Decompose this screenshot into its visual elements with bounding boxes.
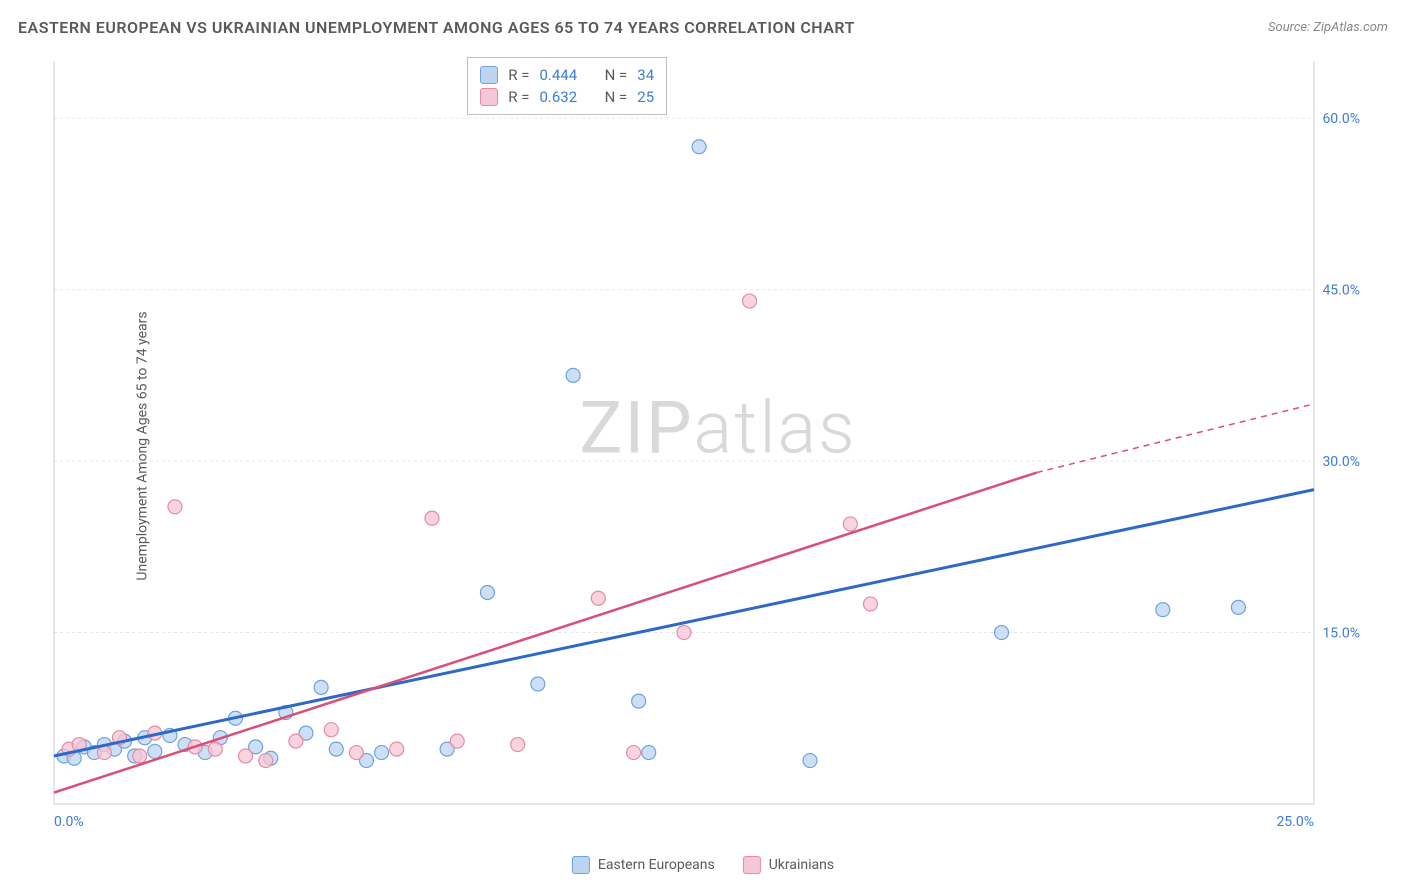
svg-text:45.0%: 45.0% xyxy=(1322,283,1360,299)
chart-title: EASTERN EUROPEAN VS UKRAINIAN UNEMPLOYME… xyxy=(18,18,855,37)
n-value: 25 xyxy=(637,88,654,106)
r-value: 0.444 xyxy=(539,66,577,84)
svg-text:25.0%: 25.0% xyxy=(1276,814,1314,830)
correlation-row: R = 0.632 N = 25 xyxy=(480,86,654,108)
bottom-legend: Eastern Europeans Ukrainians xyxy=(572,856,834,874)
chart-area: 15.0%30.0%45.0%60.0%0.0%25.0% ZIPatlas R… xyxy=(50,55,1386,832)
legend-item-eastern-europeans: Eastern Europeans xyxy=(572,856,715,874)
n-prefix: N = xyxy=(605,88,628,106)
correlation-swatch-icon xyxy=(480,66,498,84)
legend-item-ukrainians: Ukrainians xyxy=(743,856,834,874)
legend-swatch-icon xyxy=(743,856,761,874)
svg-text:30.0%: 30.0% xyxy=(1322,454,1360,470)
legend-label: Eastern Europeans xyxy=(598,857,715,873)
svg-text:15.0%: 15.0% xyxy=(1322,626,1360,642)
legend-swatch-icon xyxy=(572,856,590,874)
correlation-row: R = 0.444 N = 34 xyxy=(480,64,654,86)
scatter-chart-svg: 15.0% 30.0% 45.0% 60.0% 0.0% 25.0% xyxy=(50,55,1386,832)
correlation-legend-box: R = 0.444 N = 34 R = 0.632 N = 25 xyxy=(467,57,667,115)
r-value: 0.632 xyxy=(539,88,577,106)
n-prefix: N = xyxy=(605,66,628,84)
n-value: 34 xyxy=(637,66,654,84)
r-prefix: R = xyxy=(508,66,529,84)
correlation-swatch-icon xyxy=(480,88,498,106)
svg-text:0.0%: 0.0% xyxy=(54,814,84,830)
chart-header: EASTERN EUROPEAN VS UKRAINIAN UNEMPLOYME… xyxy=(18,18,1388,37)
svg-text:60.0%: 60.0% xyxy=(1322,111,1360,127)
r-prefix: R = xyxy=(508,88,529,106)
legend-label: Ukrainians xyxy=(769,857,834,873)
source-attribution: Source: ZipAtlas.com xyxy=(1268,20,1388,35)
